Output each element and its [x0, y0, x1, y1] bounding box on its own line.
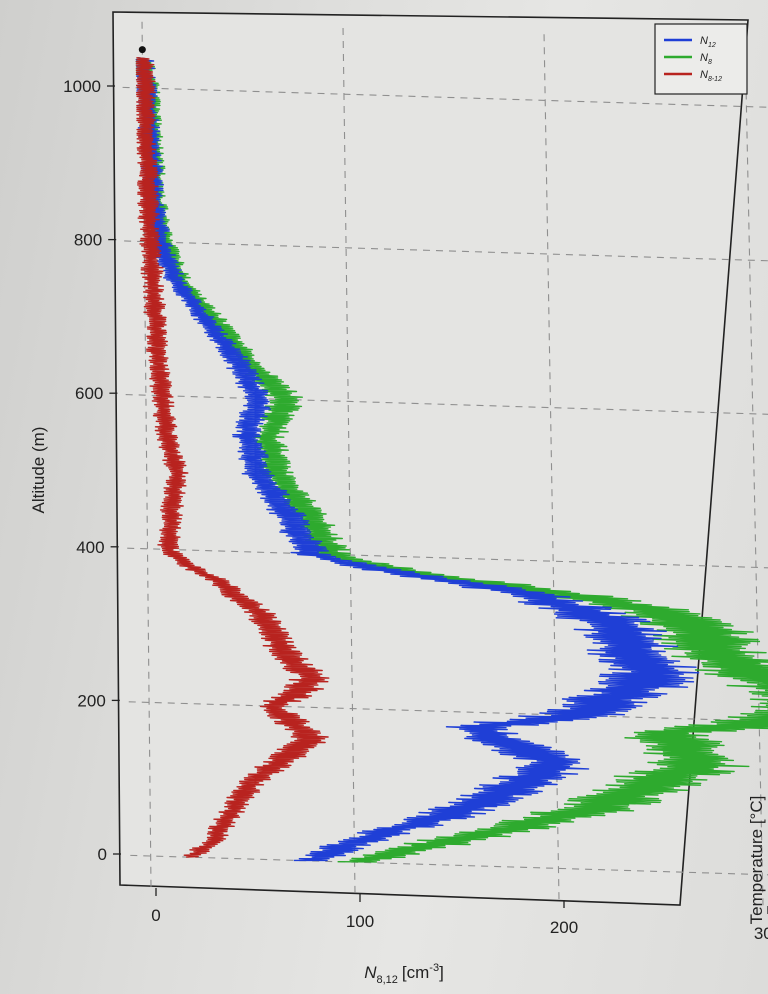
grid-line-x-0	[141, 18, 152, 887]
x-axis-title-unit-sup: -3	[429, 962, 439, 974]
grid-line-y-4	[124, 240, 768, 262]
grid-line-x-1	[342, 25, 356, 893]
x-axis-title-unit-end: ]	[439, 963, 444, 982]
x-tick-label-0: 0	[151, 906, 160, 925]
x-axis-title-main: N	[364, 963, 377, 982]
x-tick-label-1: 100	[346, 912, 374, 931]
grid-line-y-1	[128, 701, 768, 722]
legend-label-2: N8-12	[700, 69, 722, 83]
grid-line-y-5	[122, 86, 768, 108]
series-layer	[135, 46, 768, 863]
y-axis-title: Altitude (m)	[29, 427, 48, 514]
y-tick-label-1: 200	[77, 691, 105, 710]
legend-box	[654, 23, 748, 95]
right-axis-title: Temperature [°C]	[747, 796, 766, 925]
legend: N12 N8 N8-12	[654, 23, 748, 95]
ticks: 010020030040050002004006008001000	[63, 77, 768, 943]
legend-label-0: N12	[700, 35, 716, 49]
y-tick-label-3: 600	[75, 384, 103, 403]
y-tick-label-4: 800	[74, 231, 102, 250]
plot-frame	[112, 11, 749, 906]
x-tick-label-3: 300	[754, 924, 768, 943]
grid-line-y-2	[127, 547, 768, 569]
legend-label-1: N8	[700, 52, 712, 66]
top-point-marker	[138, 46, 146, 54]
y-tick-label-0: 0	[98, 845, 107, 864]
x-axis-title-sub: 8,12	[376, 974, 397, 986]
x-tick-label-2: 200	[550, 918, 578, 937]
y-tick-label-5: 1000	[63, 77, 101, 96]
x-axis-title: N8,12 [cm-3]	[364, 962, 444, 986]
series-line-2	[135, 57, 330, 858]
y-tick-label-2: 400	[76, 538, 104, 557]
grid-line-x-3	[744, 37, 764, 906]
grid-line-y-3	[125, 394, 768, 415]
x-axis-title-unit: [cm	[402, 963, 429, 982]
